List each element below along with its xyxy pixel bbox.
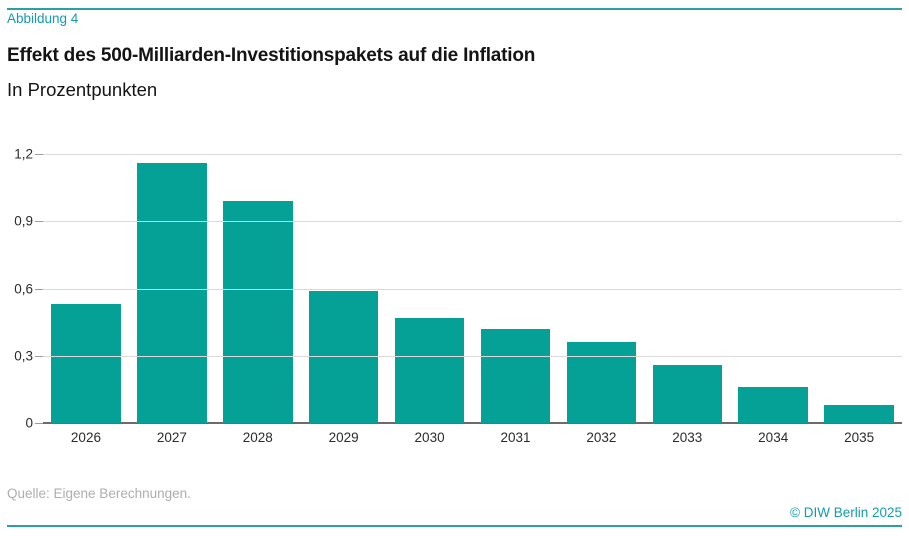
bar-2029 (308, 290, 379, 423)
copyright: © DIW Berlin 2025 (790, 505, 902, 520)
bar-slot-2035 (816, 154, 902, 423)
x-axis-labels: 2026 2027 2028 2029 2030 2031 2032 2033 2034 2035 (43, 430, 902, 445)
source-note: Quelle: Eigene Berechnungen. (7, 486, 191, 501)
x-axis-label-2028: 2028 (242, 430, 273, 445)
y-axis-tick (35, 288, 43, 290)
figure-label: Abbildung 4 (7, 11, 79, 26)
bar-2034 (738, 387, 808, 423)
x-axis-label-2026: 2026 (70, 430, 101, 445)
bar-slot-2027 (129, 154, 215, 423)
chart-subtitle: In Prozentpunkten (7, 79, 158, 100)
bars-group (43, 154, 902, 423)
x-axis-label-2032: 2032 (586, 430, 617, 445)
x-axis-label-2030: 2030 (414, 430, 445, 445)
chart-title: Effekt des 500-Milliarden-Investitionspa… (7, 45, 536, 66)
y-axis-tick-label-0,6: 0,6 (14, 281, 33, 296)
bar-2026 (51, 304, 121, 423)
y-axis-tick-label-0: 0 (25, 415, 33, 431)
bottom-divider (7, 525, 902, 527)
bar-slot-2030 (387, 154, 473, 423)
bar-chart: 0 0,3 0,6 0,9 1,2 2026 2027 2028 2029 2030 2031 20… (0, 140, 909, 450)
x-axis-label-2027: 2027 (156, 430, 187, 445)
bar-2035 (824, 405, 894, 423)
bar-slot-2033 (644, 154, 730, 423)
bar-2028 (222, 201, 293, 423)
x-axis-line (43, 422, 902, 424)
y-axis-tick-label-0,3: 0,3 (14, 348, 33, 364)
y-axis-tick (35, 221, 43, 223)
x-axis-label-2031: 2031 (500, 430, 531, 445)
y-axis-tick-label-0,9: 0,9 (14, 213, 33, 229)
x-axis-label-2035: 2035 (844, 430, 875, 445)
bar-slot-2031 (473, 154, 559, 423)
gridline-0,6 (43, 288, 902, 290)
y-axis-tick (35, 154, 43, 155)
gridline-0,3 (43, 355, 902, 357)
bar-2030 (394, 317, 465, 423)
top-divider (7, 8, 902, 10)
bar-slot-2026 (43, 154, 129, 423)
y-axis-tick (35, 423, 43, 424)
bar-2032 (566, 342, 637, 423)
x-axis-label-2034: 2034 (758, 430, 789, 445)
bar-slot-2029 (301, 154, 387, 423)
x-axis-label-2029: 2029 (328, 430, 359, 445)
bar-2027 (137, 162, 207, 423)
bar-slot-2028 (215, 154, 301, 423)
gridline-0,9 (43, 221, 902, 223)
y-axis-tick (35, 355, 43, 357)
x-axis-label-2033: 2033 (672, 430, 703, 445)
bar-2033 (652, 364, 723, 423)
plot-area: 0 0,3 0,6 0,9 1,2 (14, 147, 902, 431)
y-axis-tick-label-1,2: 1,2 (14, 146, 33, 162)
gridline-1,2 (43, 154, 902, 155)
bar-2031 (480, 328, 551, 423)
bar-slot-2034 (730, 154, 816, 423)
